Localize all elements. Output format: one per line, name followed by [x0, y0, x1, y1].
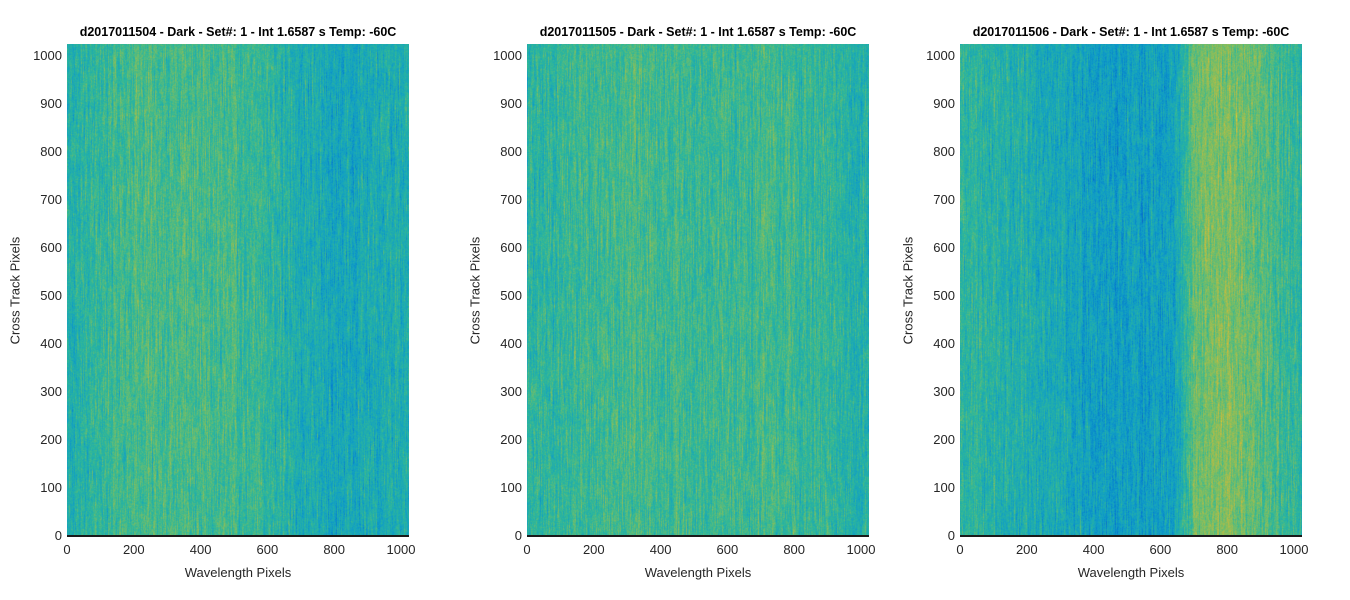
y-tick-label: 900 [40, 95, 62, 111]
x-tick-label: 0 [523, 542, 531, 557]
y-tick-label: 700 [500, 191, 522, 207]
heatmap-plot-area [527, 44, 869, 536]
y-tick-label: 0 [947, 528, 955, 543]
x-tick-label: 200 [582, 542, 605, 557]
x-tick-label: 200 [122, 542, 145, 557]
x-tick-label: 1000 [846, 542, 876, 557]
x-axis-label: Wavelength Pixels [1077, 565, 1185, 580]
y-tick-label: 100 [500, 479, 522, 495]
y-tick-label: 600 [40, 239, 62, 255]
y-tick-label: 200 [933, 431, 955, 447]
y-tick-label: 100 [933, 479, 955, 495]
y-tick-label: 0 [54, 528, 62, 543]
y-tick-label: 500 [933, 287, 955, 303]
y-tick-label: 500 [40, 287, 62, 303]
y-tick-label: 400 [40, 335, 62, 351]
chart-panel-3: d2017011506 - Dark - Set#: 1 - Int 1.658… [893, 0, 1350, 600]
y-tick-label: 300 [40, 383, 62, 399]
y-tick-label: 800 [500, 143, 522, 159]
y-tick-label: 200 [500, 431, 522, 447]
y-tick-label: 700 [40, 191, 62, 207]
chart-title: d2017011505 - Dark - Set#: 1 - Int 1.658… [539, 25, 857, 39]
heatmap-image [527, 44, 869, 536]
x-axis-line [527, 535, 869, 537]
x-tick-label: 400 [649, 542, 672, 557]
y-tick-label: 0 [514, 528, 522, 543]
x-tick-label: 600 [256, 542, 279, 557]
y-tick-label: 900 [500, 95, 522, 111]
x-tick-label: 1000 [1279, 542, 1309, 557]
y-tick-label: 100 [40, 479, 62, 495]
y-tick-label: 400 [933, 335, 955, 351]
x-axis-line [960, 535, 1302, 537]
y-tick-label: 400 [500, 335, 522, 351]
x-axis-label: Wavelength Pixels [184, 565, 292, 580]
x-tick-label: 800 [783, 542, 806, 557]
chart-title: d2017011506 - Dark - Set#: 1 - Int 1.658… [972, 25, 1290, 39]
y-tick-label: 800 [933, 143, 955, 159]
y-tick-label: 900 [933, 95, 955, 111]
y-tick-label: 600 [500, 239, 522, 255]
x-tick-label: 400 [1082, 542, 1105, 557]
y-tick-label: 500 [500, 287, 522, 303]
y-tick-label: 1000 [493, 47, 522, 63]
y-tick-label: 700 [933, 191, 955, 207]
x-tick-label: 200 [1015, 542, 1038, 557]
chart-title: d2017011504 - Dark - Set#: 1 - Int 1.658… [79, 25, 397, 39]
y-tick-label: 1000 [33, 47, 62, 63]
y-tick-label: 300 [500, 383, 522, 399]
y-axis-label: Cross Track Pixels [467, 236, 483, 345]
y-tick-label: 200 [40, 431, 62, 447]
heatmap-image [67, 44, 409, 536]
x-tick-label: 800 [323, 542, 346, 557]
chart-panel-1: d2017011504 - Dark - Set#: 1 - Int 1.658… [0, 0, 480, 600]
y-axis-label: Cross Track Pixels [900, 236, 916, 345]
chart-panel-2: d2017011505 - Dark - Set#: 1 - Int 1.658… [460, 0, 940, 600]
x-axis-line [67, 535, 409, 537]
heatmap-plot-area [67, 44, 409, 536]
x-tick-label: 0 [63, 542, 71, 557]
heatmap-image [960, 44, 1302, 536]
x-tick-label: 600 [716, 542, 739, 557]
heatmap-plot-area [960, 44, 1302, 536]
x-tick-label: 0 [956, 542, 964, 557]
y-tick-label: 1000 [926, 47, 955, 63]
x-axis-label: Wavelength Pixels [644, 565, 752, 580]
y-axis-label: Cross Track Pixels [7, 236, 23, 345]
x-tick-label: 400 [189, 542, 212, 557]
x-tick-label: 600 [1149, 542, 1172, 557]
x-tick-label: 1000 [386, 542, 416, 557]
y-tick-label: 800 [40, 143, 62, 159]
y-tick-label: 300 [933, 383, 955, 399]
x-tick-label: 800 [1216, 542, 1239, 557]
y-tick-label: 600 [933, 239, 955, 255]
